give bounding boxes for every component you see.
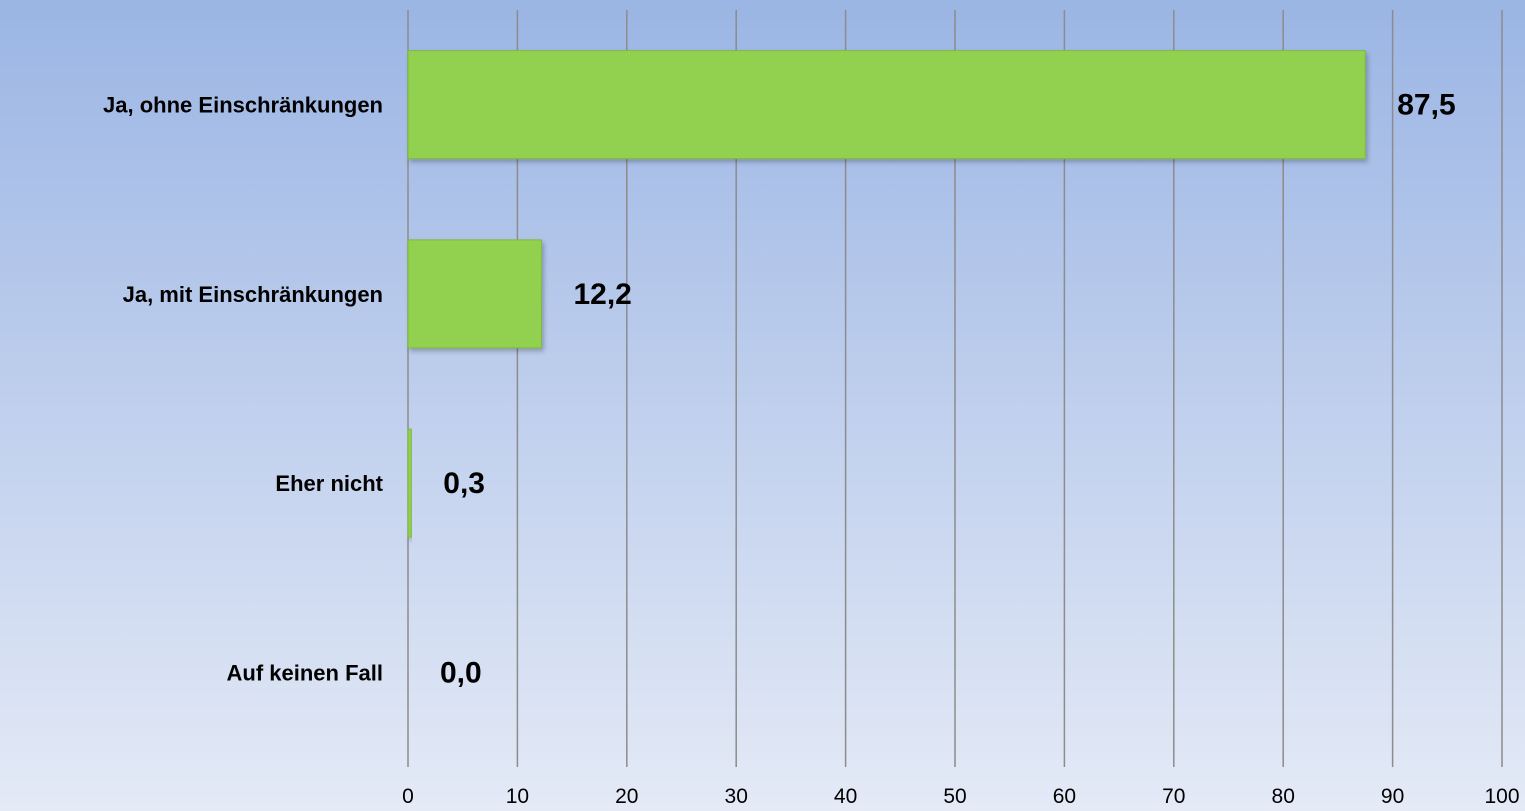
x-tick-label-80: 80	[1272, 785, 1295, 808]
category-label-2: Ja, mit Einschränkungen	[123, 282, 383, 307]
x-tick-label-20: 20	[615, 785, 638, 808]
x-tick-label-60: 60	[1053, 785, 1076, 808]
x-tick-label-10: 10	[506, 785, 529, 808]
value-labels: 87,5 12,2 0,3 0,0	[440, 89, 1456, 690]
bar-3	[407, 428, 412, 538]
value-label-1: 87,5	[1397, 89, 1455, 122]
x-axis-tick-labels: 0 10 20 30 40 50 60 70 80 90 100	[402, 785, 1519, 808]
value-label-4: 0,0	[440, 656, 482, 689]
value-label-3: 0,3	[443, 467, 485, 500]
x-tick-label-90: 90	[1381, 785, 1404, 808]
x-tick-label-30: 30	[725, 785, 748, 808]
x-tick-label-0: 0	[402, 785, 414, 808]
bar-1	[407, 50, 1366, 160]
x-tick-label-70: 70	[1162, 785, 1185, 808]
x-tick-label-40: 40	[834, 785, 857, 808]
value-label-2: 12,2	[573, 278, 631, 311]
x-tick-label-50: 50	[943, 785, 966, 808]
category-label-1: Ja, ohne Einschränkungen	[103, 93, 383, 118]
bar-2	[407, 239, 542, 349]
x-tick-label-100: 100	[1484, 785, 1519, 808]
bars	[407, 50, 1366, 538]
category-labels: Ja, ohne Einschränkungen Ja, mit Einschrä…	[103, 93, 384, 686]
category-label-4: Auf keinen Fall	[227, 660, 383, 685]
category-label-3: Eher nicht	[275, 471, 383, 496]
